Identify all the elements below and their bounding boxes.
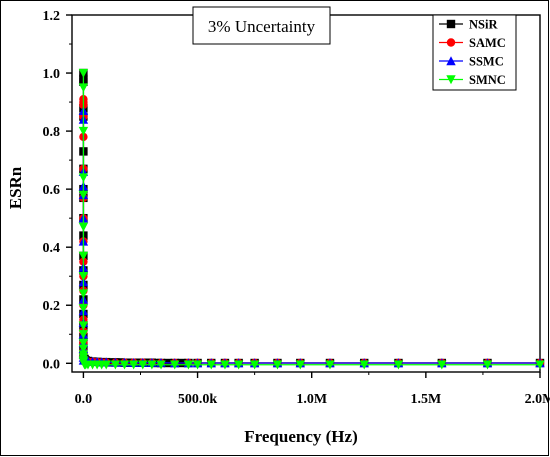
data-point: [78, 272, 89, 281]
data-point: [78, 222, 89, 232]
data-point: [233, 360, 244, 370]
data-point: [78, 83, 89, 93]
data-point: [78, 190, 89, 200]
data-point: [78, 303, 89, 313]
data-point: [78, 173, 89, 183]
plot-data: [78, 68, 545, 370]
data-point: [393, 360, 404, 370]
legend-label: SMNC: [469, 73, 506, 87]
data-point: [220, 360, 230, 370]
data-point: [272, 360, 283, 370]
data-point: [156, 360, 166, 370]
y-tick-label: 0.2: [43, 299, 61, 314]
x-tick-label: 2.0M: [525, 392, 550, 407]
legend-entry-smnc: SMNC: [439, 73, 506, 87]
legend-label: SSMC: [469, 55, 504, 69]
y-tick-label: 1.0: [43, 67, 61, 82]
annotation-box: 3% Uncertainty: [192, 6, 331, 45]
data-point: [192, 360, 203, 370]
data-point: [128, 360, 139, 370]
data-point: [78, 338, 89, 348]
x-tick-label: 0.0: [75, 392, 93, 407]
data-point: [78, 344, 89, 354]
legend-marker: [446, 75, 456, 85]
legend: NSiR SAMC SSMC SMNC: [432, 14, 517, 91]
data-point: [78, 321, 89, 331]
legend-entry-ssmc: SSMC: [439, 55, 504, 69]
data-point: [295, 360, 305, 370]
y-tick-label: 1.2: [43, 9, 61, 24]
x-tick-label: 1.0M: [296, 392, 327, 407]
data-point: [183, 360, 194, 370]
data-point: [110, 360, 121, 370]
series-ssmc: [78, 106, 545, 368]
data-point: [78, 289, 89, 299]
legend-entry-samc: SAMC: [439, 36, 506, 50]
data-point: [78, 330, 89, 339]
x-axis-title: Frequency (Hz): [244, 427, 357, 446]
y-axis-title: ESRn: [6, 166, 25, 209]
data-point: [437, 360, 447, 370]
legend-label: NSiR: [469, 18, 498, 32]
data-point: [78, 68, 89, 78]
y-tick-label: 0.6: [43, 183, 61, 198]
series-line: [82, 110, 540, 364]
data-point: [78, 251, 89, 261]
legend-marker: [446, 19, 456, 29]
x-tick-label: 500.0k: [178, 392, 218, 407]
legend-marker: [446, 56, 456, 66]
data-point: [249, 360, 260, 370]
data-point: [101, 360, 111, 370]
y-tick-label: 0.4: [43, 241, 61, 256]
data-point: [535, 360, 545, 370]
series-samc: [79, 94, 545, 368]
annotation-text: 3% Uncertainty: [208, 17, 316, 36]
data-point: [206, 360, 216, 370]
x-tick-label: 1.5M: [410, 392, 441, 407]
data-point: [325, 360, 335, 370]
series-smnc: [78, 68, 545, 370]
data-point: [147, 360, 157, 370]
data-point: [119, 360, 130, 370]
series-nsir: [79, 68, 545, 368]
data-point: [170, 360, 180, 370]
legend-label: SAMC: [469, 36, 506, 50]
data-point: [78, 126, 89, 136]
y-tick-label: 0.0: [43, 357, 61, 372]
data-point: [138, 360, 148, 370]
series-line: [82, 73, 540, 364]
data-point: [359, 360, 369, 370]
data-point: [482, 360, 493, 370]
series-line: [82, 73, 540, 366]
legend-entry-nsir: NSiR: [439, 18, 498, 32]
y-tick-label: 0.8: [43, 125, 61, 140]
legend-marker: [446, 38, 456, 47]
series-line: [82, 99, 540, 364]
